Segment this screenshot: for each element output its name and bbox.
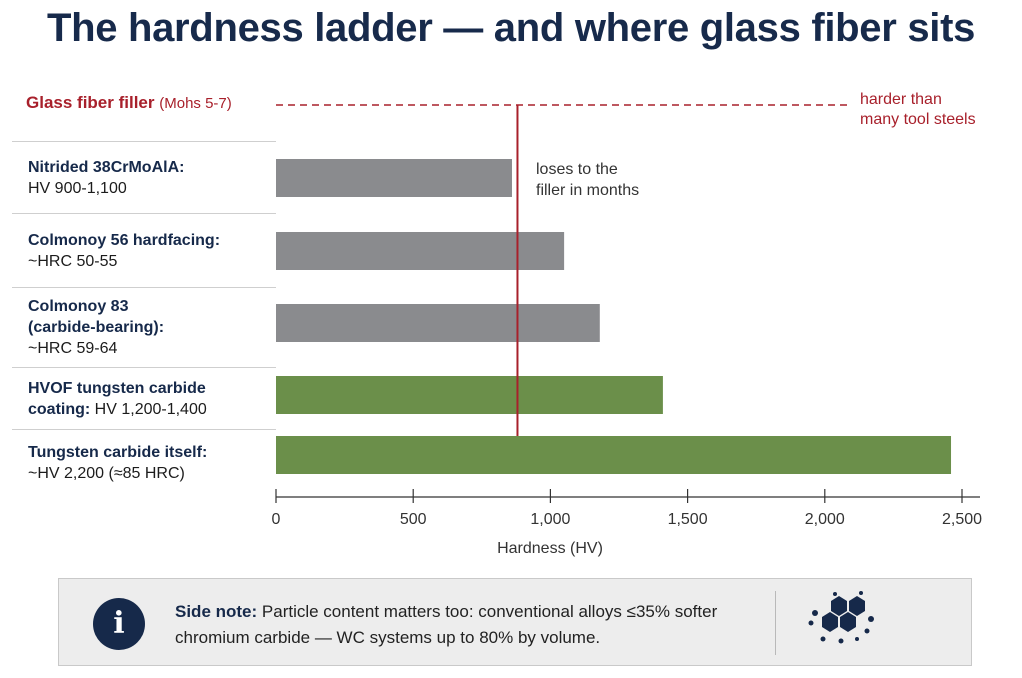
row-label-nitrided: Nitrided 38CrMoAlA: HV 900-1,100 — [12, 141, 276, 213]
bar-1 — [276, 232, 565, 270]
filler-note: harder than many tool steels — [860, 90, 1010, 130]
row-label-colmonoy-83: Colmonoy 83 (carbide-bearing): ~HRC 59-6… — [12, 287, 276, 367]
side-note-text: Side note: Particle content matters too:… — [175, 599, 765, 651]
filler-label: Glass fiber filler (Mohs 5-7) — [26, 93, 232, 113]
bar-chart: 0 500 1,000 1,500 2,000 2,500 — [272, 104, 982, 528]
row-spec: ~HRC 59-64 — [28, 340, 118, 357]
row-spec: ~HRC 50-55 — [28, 252, 118, 270]
side-note-lead: Side note: — [175, 602, 258, 621]
x-tick-label: 0 — [272, 511, 281, 528]
row-label-hvof: HVOF tungsten carbide coating: HV 1,200-… — [12, 367, 276, 429]
bar-0 — [276, 159, 512, 197]
row-name-line1: Colmonoy 83 — [28, 298, 129, 315]
side-note-divider — [775, 591, 776, 655]
chart-title: The hardness ladder — and where glass fi… — [46, 6, 976, 50]
x-axis-label: Hardness (HV) — [497, 540, 603, 557]
x-tick-label: 1,500 — [668, 511, 708, 528]
x-tick-label: 500 — [400, 511, 427, 528]
bars-group — [276, 159, 952, 474]
row-name: Tungsten carbide itself: — [28, 443, 208, 461]
x-axis-ticks: 0 500 1,000 1,500 2,000 2,500 — [272, 489, 982, 528]
molecule-icon — [808, 591, 874, 644]
row-label-colmonoy-56: Colmonoy 56 hardfacing: ~HRC 50-55 — [12, 213, 276, 287]
filler-label-name: Glass fiber filler — [26, 93, 155, 112]
row-spec: ~HV 2,200 (≈85 HRC) — [28, 464, 185, 482]
row-name-line2: coating: — [28, 400, 91, 418]
x-tick-label: 2,000 — [805, 511, 845, 528]
row-spec: HV 900-1,100 — [28, 179, 127, 197]
side-note-body: Particle content matters too: convention… — [175, 602, 718, 647]
annotation-line2: filler in months — [536, 182, 640, 199]
bar-2 — [276, 304, 600, 342]
bar-4 — [276, 436, 952, 474]
filler-note-line1: harder than — [860, 91, 942, 108]
row-name: Colmonoy 56 hardfacing: — [28, 231, 221, 249]
annotation: loses to the filler in months — [536, 159, 639, 201]
info-icon: i — [93, 598, 145, 650]
annotation-line1: loses to the — [536, 161, 618, 178]
filler-label-range: (Mohs 5-7) — [159, 95, 232, 112]
side-note-box: i Side note: Particle content matters to… — [58, 578, 972, 666]
row-name-line2: (carbide-bearing): — [28, 319, 165, 336]
row-name-line1: HVOF tungsten carbide — [28, 379, 206, 397]
bar-3 — [276, 376, 663, 414]
row-name: Nitrided 38CrMoAlA: — [28, 158, 185, 176]
x-tick-label: 2,500 — [942, 511, 982, 528]
x-tick-label: 1,000 — [530, 511, 570, 528]
row-label-tungsten-carbide: Tungsten carbide itself: ~HV 2,200 (≈85 … — [12, 429, 276, 495]
filler-note-line2: many tool steels — [860, 111, 976, 128]
row-spec: HV 1,200-1,400 — [94, 400, 207, 418]
